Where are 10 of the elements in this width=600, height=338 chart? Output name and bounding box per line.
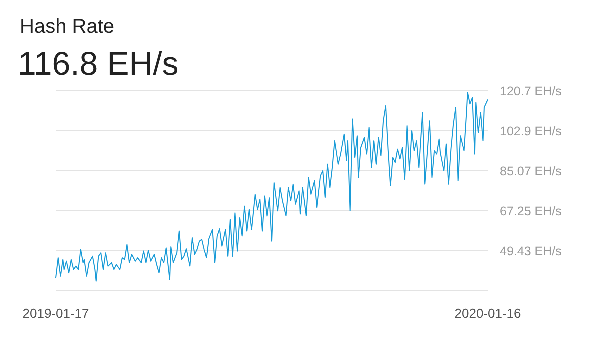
chart-subtitle: 116.8 EH/s: [18, 45, 179, 82]
x-tick-label: 2019-01-17: [22, 306, 90, 321]
chart-title: Hash Rate: [20, 16, 114, 38]
line-series: [56, 92, 488, 282]
y-tick-label: 102.9 EH/s: [500, 124, 562, 138]
y-tick-label: 120.7 EH/s: [500, 84, 562, 98]
y-tick-label: 85.07 EH/s: [500, 164, 562, 178]
x-tick-label: 2020-01-16: [454, 306, 522, 321]
y-tick-label: 49.43 EH/s: [500, 244, 562, 258]
y-tick-label: 67.25 EH/s: [500, 204, 562, 218]
